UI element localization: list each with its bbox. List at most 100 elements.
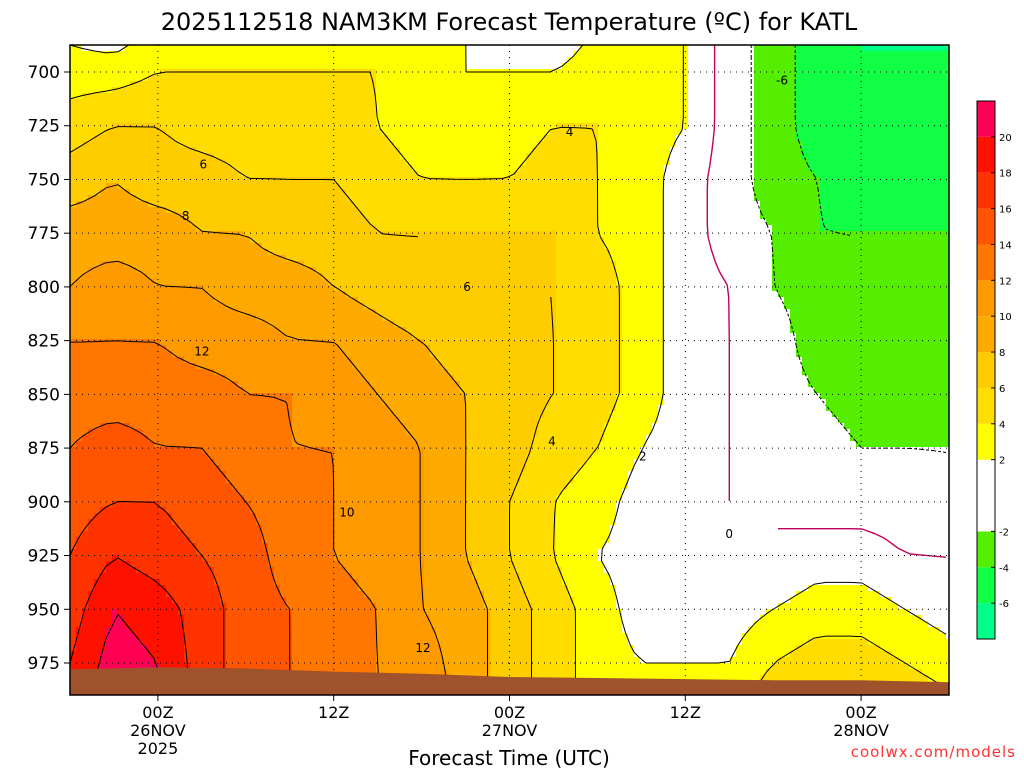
field-cell — [154, 63, 161, 70]
field-cell — [70, 93, 77, 100]
field-cell — [886, 81, 893, 88]
field-cell — [148, 69, 155, 76]
field-cell — [820, 99, 827, 106]
field-cell — [688, 45, 695, 52]
field-cell — [124, 129, 131, 136]
field-cell — [382, 243, 389, 250]
field-cell — [916, 201, 923, 208]
field-cell — [946, 87, 949, 94]
field-cell — [916, 183, 923, 190]
field-cell — [130, 75, 137, 82]
field-cell — [712, 201, 719, 208]
field-cell — [298, 171, 305, 178]
field-cell — [334, 201, 341, 208]
field-cell — [502, 63, 509, 70]
field-cell — [400, 45, 407, 52]
field-cell — [244, 45, 251, 52]
field-cell — [166, 171, 173, 178]
field-cell — [574, 87, 581, 94]
field-cell — [754, 201, 761, 208]
field-cell — [118, 189, 125, 196]
field-cell — [562, 213, 569, 220]
field-cell — [292, 177, 299, 184]
field-cell — [676, 207, 683, 214]
field-cell — [148, 165, 155, 172]
field-cell — [184, 99, 191, 106]
field-cell — [568, 117, 575, 124]
field-cell — [784, 165, 791, 172]
field-cell — [850, 141, 857, 148]
field-cell — [676, 63, 683, 70]
field-cell — [460, 63, 467, 70]
field-cell — [598, 195, 605, 202]
field-cell — [940, 87, 947, 94]
field-cell — [454, 93, 461, 100]
field-cell — [292, 243, 299, 250]
field-cell — [208, 159, 215, 166]
field-cell — [796, 129, 803, 136]
field-cell — [808, 111, 815, 118]
field-cell — [160, 87, 167, 94]
field-cell — [100, 153, 107, 160]
field-cell — [946, 165, 949, 172]
field-cell — [574, 117, 581, 124]
field-cell — [112, 159, 119, 166]
field-cell — [394, 63, 401, 70]
field-cell — [460, 153, 467, 160]
field-cell — [454, 171, 461, 178]
field-cell — [760, 93, 767, 100]
field-cell — [94, 189, 101, 196]
field-cell — [442, 171, 449, 178]
field-cell — [646, 147, 653, 154]
field-cell — [880, 213, 887, 220]
field-cell — [394, 219, 401, 226]
field-cell — [520, 201, 527, 208]
field-cell — [70, 201, 77, 208]
field-cell — [604, 123, 611, 130]
field-cell — [202, 45, 209, 52]
field-cell — [682, 237, 689, 244]
field-cell — [904, 189, 911, 196]
field-cell — [748, 141, 755, 148]
field-cell — [934, 153, 941, 160]
field-cell — [436, 111, 443, 118]
field-cell — [688, 105, 695, 112]
field-cell — [862, 225, 869, 232]
field-cell — [214, 81, 221, 88]
field-cell — [736, 75, 743, 82]
field-cell — [358, 165, 365, 172]
field-cell — [352, 57, 359, 64]
field-cell — [742, 153, 749, 160]
field-cell — [538, 63, 545, 70]
field-cell — [316, 81, 323, 88]
field-cell — [286, 177, 293, 184]
field-cell — [772, 87, 779, 94]
field-cell — [190, 117, 197, 124]
field-cell — [496, 63, 503, 70]
field-cell — [826, 129, 833, 136]
field-cell — [784, 207, 791, 214]
field-cell — [508, 177, 515, 184]
field-cell — [448, 129, 455, 136]
field-cell — [520, 183, 527, 190]
field-cell — [304, 111, 311, 118]
field-cell — [340, 87, 347, 94]
field-cell — [436, 177, 443, 184]
field-cell — [202, 123, 209, 130]
field-cell — [658, 57, 665, 64]
field-cell — [820, 153, 827, 160]
field-cell — [154, 69, 161, 76]
field-cell — [814, 135, 821, 142]
field-cell — [106, 171, 113, 178]
field-cell — [226, 183, 233, 190]
field-cell — [454, 225, 461, 232]
field-cell — [466, 225, 473, 232]
field-cell — [652, 105, 659, 112]
field-cell — [796, 201, 803, 208]
field-cell — [532, 105, 539, 112]
field-cell — [748, 189, 755, 196]
field-cell — [940, 171, 947, 178]
field-cell — [616, 129, 623, 136]
field-cell — [778, 75, 785, 82]
field-cell — [226, 99, 233, 106]
